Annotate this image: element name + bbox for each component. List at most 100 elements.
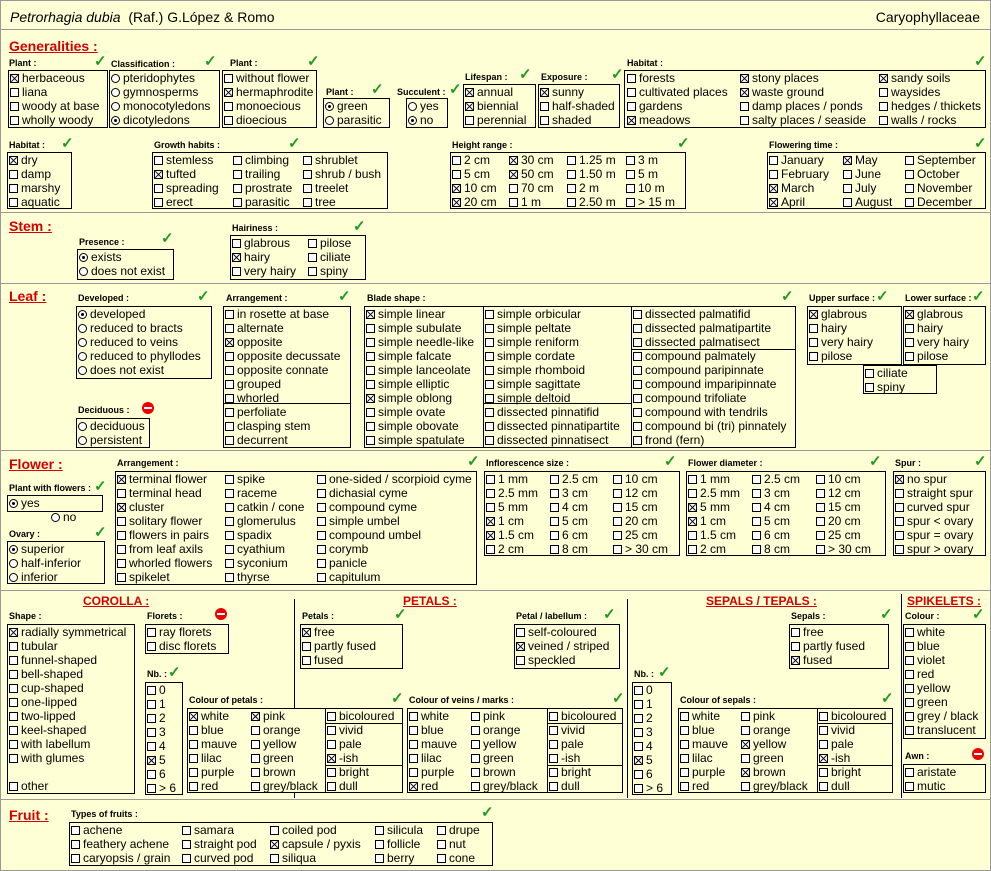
checkbox-red[interactable]: red bbox=[189, 779, 218, 793]
checkbox-ish[interactable]: -ish bbox=[327, 751, 358, 765]
checkbox-panicle[interactable]: panicle bbox=[317, 556, 367, 570]
checkbox-mark[interactable] bbox=[895, 545, 904, 554]
checkbox-mark[interactable] bbox=[509, 170, 518, 179]
checkbox-compound-imparipinnate[interactable]: compound imparipinnate bbox=[633, 377, 776, 391]
checkbox-mark[interactable] bbox=[251, 768, 260, 777]
checkbox-speckled[interactable]: speckled bbox=[516, 653, 575, 667]
radio-monocotyledons[interactable]: monocotyledons bbox=[111, 99, 210, 113]
checkbox-mark[interactable] bbox=[485, 352, 494, 361]
checkbox-mark[interactable] bbox=[317, 489, 326, 498]
checkbox-purple[interactable]: purple bbox=[189, 765, 234, 779]
checkbox-mark[interactable] bbox=[224, 102, 233, 111]
radio-dicotyledons[interactable]: dicotyledons bbox=[111, 113, 190, 127]
checkbox-mark[interactable] bbox=[895, 475, 904, 484]
checkbox-mark[interactable] bbox=[471, 712, 480, 721]
radio-yes[interactable]: yes bbox=[408, 99, 439, 113]
checkbox-from-leaf-axils[interactable]: from leaf axils bbox=[117, 542, 203, 556]
checkbox-fused[interactable]: fused bbox=[302, 653, 343, 667]
checkbox-1-5-cm[interactable]: 1.5 cm bbox=[486, 528, 534, 542]
checkbox-mark[interactable] bbox=[486, 503, 495, 512]
checkbox-mark[interactable] bbox=[375, 840, 384, 849]
checkbox-keel-shaped[interactable]: keel-shaped bbox=[9, 723, 86, 737]
checkbox-grey-black[interactable]: grey/black bbox=[251, 779, 318, 793]
radio-half-inferior[interactable]: half-inferior bbox=[9, 556, 81, 570]
checkbox-mark[interactable] bbox=[147, 784, 156, 793]
checkbox-dissected-palmatifid[interactable]: dissected palmatifid bbox=[633, 307, 750, 321]
checkbox-dull[interactable]: dull bbox=[327, 779, 358, 793]
checkbox-dichasial-cyme[interactable]: dichasial cyme bbox=[317, 486, 408, 500]
checkbox-mark[interactable] bbox=[567, 184, 576, 193]
checkbox-mark[interactable] bbox=[189, 782, 198, 791]
checkbox-mark[interactable] bbox=[680, 754, 689, 763]
checkbox-mark[interactable] bbox=[819, 754, 828, 763]
checkbox-mark[interactable] bbox=[225, 394, 234, 403]
checkbox-mark[interactable] bbox=[688, 545, 697, 554]
checkbox-nut[interactable]: nut bbox=[437, 837, 466, 851]
checkbox-one-lipped[interactable]: one-lipped bbox=[9, 695, 77, 709]
checkbox-mark[interactable] bbox=[816, 545, 825, 554]
checkbox-30-cm[interactable]: > 30 cm bbox=[613, 542, 668, 556]
checkbox-waste-ground[interactable]: waste ground bbox=[740, 85, 824, 99]
checkbox-october[interactable]: October bbox=[905, 167, 960, 181]
radio-no[interactable]: no bbox=[51, 510, 76, 524]
checkbox-mark[interactable] bbox=[613, 489, 622, 498]
checkbox-frond-fern[interactable]: frond (fern) bbox=[633, 433, 704, 447]
checkbox-dissected-pinnatipartite[interactable]: dissected pinnatipartite bbox=[485, 419, 620, 433]
checkbox-mark[interactable] bbox=[905, 656, 914, 665]
checkbox-mark[interactable] bbox=[633, 380, 642, 389]
radio-mark[interactable] bbox=[408, 102, 417, 111]
checkbox-mark[interactable] bbox=[627, 88, 636, 97]
radio-persistent[interactable]: persistent bbox=[78, 433, 142, 447]
checkbox-dioecious[interactable]: dioecious bbox=[224, 113, 287, 127]
checkbox-mark[interactable] bbox=[516, 628, 525, 637]
checkbox-spikelet[interactable]: spikelet bbox=[117, 570, 170, 584]
checkbox-mark[interactable] bbox=[471, 768, 480, 777]
radio-mark[interactable] bbox=[111, 74, 120, 83]
checkbox-mark[interactable] bbox=[688, 489, 697, 498]
radio-mark[interactable] bbox=[78, 422, 87, 431]
checkbox-shaded[interactable]: shaded bbox=[540, 113, 591, 127]
checkbox-mark[interactable] bbox=[154, 156, 163, 165]
checkbox-mark[interactable] bbox=[452, 198, 461, 207]
checkbox-cup-shaped[interactable]: cup-shaped bbox=[9, 681, 84, 695]
checkbox-mark[interactable] bbox=[10, 102, 19, 111]
checkbox-orange[interactable]: orange bbox=[471, 723, 520, 737]
checkbox-5[interactable]: 5 bbox=[147, 753, 166, 767]
checkbox-perfoliate[interactable]: perfoliate bbox=[225, 405, 286, 419]
checkbox-aquatic[interactable]: aquatic bbox=[9, 195, 60, 209]
checkbox-straight-spur[interactable]: straight spur bbox=[895, 486, 973, 500]
checkbox-bright[interactable]: bright bbox=[327, 765, 369, 779]
checkbox-mark[interactable] bbox=[895, 503, 904, 512]
checkbox-mark[interactable] bbox=[117, 573, 126, 582]
checkbox-spreading[interactable]: spreading bbox=[154, 181, 219, 195]
checkbox-december[interactable]: December bbox=[905, 195, 972, 209]
checkbox-may[interactable]: May bbox=[843, 153, 878, 167]
checkbox-bicoloured[interactable]: bicoloured bbox=[819, 709, 886, 723]
checkbox-catkin-cone[interactable]: catkin / cone bbox=[225, 500, 304, 514]
checkbox-red[interactable]: red bbox=[680, 779, 709, 793]
checkbox-mark[interactable] bbox=[769, 184, 778, 193]
checkbox-mark[interactable] bbox=[905, 642, 914, 651]
checkbox-mark[interactable] bbox=[327, 712, 336, 721]
checkbox-3-m[interactable]: 3 m bbox=[626, 153, 658, 167]
checkbox-1-m[interactable]: 1 m bbox=[509, 195, 541, 209]
checkbox-mark[interactable] bbox=[634, 728, 643, 737]
checkbox-waysides[interactable]: waysides bbox=[879, 85, 940, 99]
checkbox-dissected-palmatipartite[interactable]: dissected palmatipartite bbox=[633, 321, 771, 335]
checkbox-mark[interactable] bbox=[303, 184, 312, 193]
checkbox-mark[interactable] bbox=[633, 422, 642, 431]
checkbox-mark[interactable] bbox=[627, 102, 636, 111]
checkbox-1-mm[interactable]: 1 mm bbox=[486, 472, 528, 486]
checkbox-6-cm[interactable]: 6 cm bbox=[550, 528, 588, 542]
checkbox-mark[interactable] bbox=[809, 352, 818, 361]
checkbox-spur-ovary[interactable]: spur < ovary bbox=[895, 514, 973, 528]
checkbox-1-5-cm[interactable]: 1.5 cm bbox=[688, 528, 736, 542]
checkbox-mark[interactable] bbox=[225, 559, 234, 568]
checkbox-ish[interactable]: -ish bbox=[549, 751, 580, 765]
checkbox-mark[interactable] bbox=[71, 854, 80, 863]
checkbox-mark[interactable] bbox=[633, 352, 642, 361]
radio-mark[interactable] bbox=[325, 102, 334, 111]
radio-parasitic[interactable]: parasitic bbox=[325, 113, 382, 127]
checkbox-mark[interactable] bbox=[9, 656, 18, 665]
checkbox-ish[interactable]: -ish bbox=[819, 751, 850, 765]
